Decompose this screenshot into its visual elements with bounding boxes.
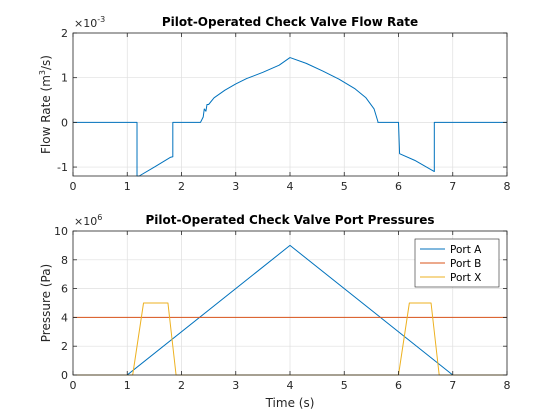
y-tick-label: 8: [61, 254, 68, 267]
y-tick-label: 4: [61, 311, 68, 324]
x-tick-label: 4: [287, 180, 294, 193]
chart-title: Pilot-Operated Check Valve Flow Rate: [162, 15, 418, 29]
y-tick-label: 2: [61, 340, 68, 353]
x-tick-label: 5: [341, 379, 348, 392]
x-tick-label: 0: [70, 180, 77, 193]
x-tick-label: 8: [504, 379, 511, 392]
legend-label: Port A: [450, 244, 482, 256]
y-tick-label: 1: [61, 72, 68, 85]
y-axis-label: Flow Rate (m3/s): [38, 55, 53, 154]
y-axis-label: Pressure (Pa): [39, 264, 53, 342]
y-tick-label: 0: [61, 369, 68, 382]
axis-exponent: ×10-3: [74, 15, 105, 30]
x-tick-label: 6: [395, 180, 402, 193]
y-tick-label: 10: [54, 225, 68, 238]
legend-label: Port B: [450, 258, 481, 270]
x-tick-label: 5: [341, 180, 348, 193]
y-tick-label: -1: [57, 161, 68, 174]
port-pressures-chart: 0 1 2 3 4 5 6 7 8 0 2 4 6 8 10 ×106 Pilot-Operated Check…: [39, 213, 511, 410]
x-tick-label: 2: [178, 379, 185, 392]
axis-exponent: ×106: [74, 213, 102, 228]
x-tick-label: 7: [449, 180, 456, 193]
legend: Port A Port B Port X: [414, 238, 500, 288]
x-tick-label: 2: [178, 180, 185, 193]
y-tick-label: 6: [61, 283, 68, 296]
x-tick-label: 8: [504, 180, 511, 193]
x-tick-label: 1: [124, 180, 131, 193]
x-tick-label: 1: [124, 379, 131, 392]
x-tick-label: 3: [232, 379, 239, 392]
chart-title: Pilot-Operated Check Valve Port Pressure…: [145, 213, 434, 227]
legend-label: Port X: [450, 272, 481, 284]
x-tick-label: 0: [70, 379, 77, 392]
x-tick-label: 6: [395, 379, 402, 392]
series-line-1: [73, 57, 507, 177]
y-tick-label: 2: [61, 27, 68, 40]
x-tick-label: 3: [232, 180, 239, 193]
y-tick-label: 0: [61, 116, 68, 129]
x-axis-label: Time (s): [265, 396, 315, 410]
x-tick-label: 7: [449, 379, 456, 392]
x-tick-label: 4: [287, 379, 294, 392]
